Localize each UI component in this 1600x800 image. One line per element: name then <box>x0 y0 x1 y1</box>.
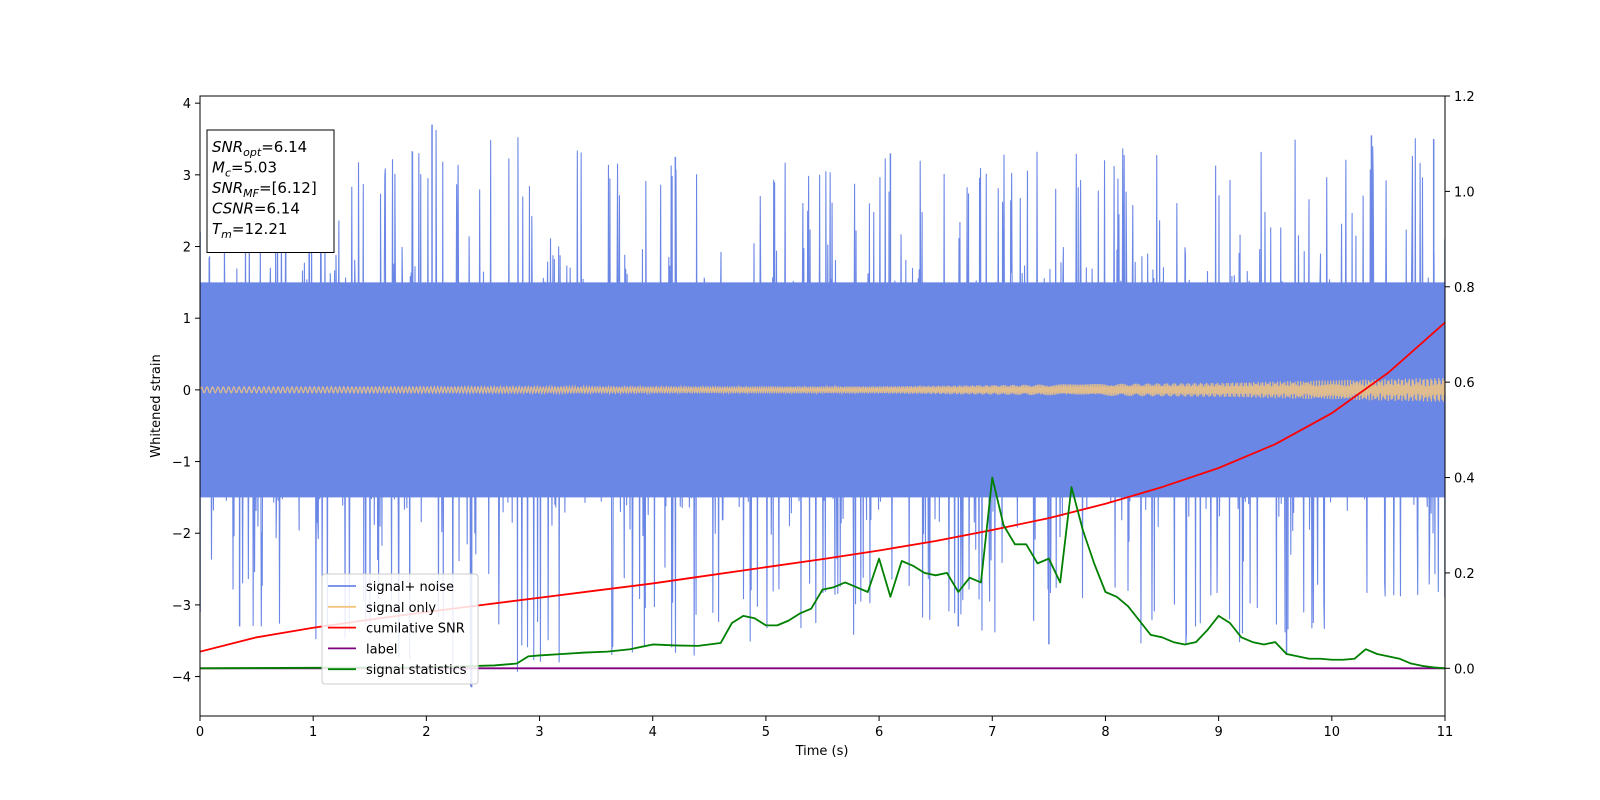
x-axis-label: Time (s) <box>795 744 849 759</box>
info-line: Mc=5.03 <box>212 159 277 180</box>
legend-label: cumilative SNR <box>366 622 465 637</box>
y-right-tick-label: 0.4 <box>1454 472 1475 487</box>
y-right-tick-label: 1.2 <box>1454 90 1475 105</box>
legend: signal+ noise signal only cumilative SNR la… <box>321 573 479 685</box>
legend-label: signal+ noise <box>366 580 454 595</box>
y-left-tick-label: 2 <box>183 241 191 256</box>
x-tick-label: 3 <box>535 725 543 740</box>
x-tick-label: 7 <box>988 725 996 740</box>
x-tick-label: 6 <box>875 725 883 740</box>
series-signal-noise-line <box>200 129 1445 687</box>
y-left-tick-label: −2 <box>172 527 191 542</box>
x-tick-label: 4 <box>649 725 657 740</box>
axes: 0 1 2 3 4 5 6 7 8 9 10 1143210−1−2−3−41.21.00.80.60… <box>172 90 1475 740</box>
y-right-tick-label: 0.0 <box>1454 662 1475 677</box>
y-left-tick-label: −1 <box>172 456 191 471</box>
plot-frame <box>199 95 1446 717</box>
y-right-tick-label: 0.8 <box>1454 281 1475 296</box>
plot-area <box>200 124 1445 688</box>
y-left-tick-label: 3 <box>183 169 191 184</box>
legend-frame <box>321 573 479 685</box>
legend-label: label <box>366 642 397 657</box>
info-line: SNRopt=6.14 <box>212 138 307 159</box>
y-right-tick-label: 1.0 <box>1454 185 1475 200</box>
x-tick-label: 5 <box>762 725 770 740</box>
y-right-tick-label: 0.6 <box>1454 376 1475 391</box>
series-signal-only-line <box>200 377 1445 402</box>
info-line: CSNR=6.14 <box>212 200 300 218</box>
y-right-tick-label: 0.2 <box>1454 567 1475 582</box>
series-signal-statistics-line <box>200 476 1445 670</box>
y-axis-label: Whitened strain <box>149 354 164 457</box>
legend-label: signal statistics <box>366 663 467 678</box>
legend-label: signal only <box>366 601 436 616</box>
y-left-tick-label: 4 <box>183 97 191 112</box>
info-line: SNRMF=[6.12] <box>212 179 317 200</box>
info-box-frame <box>206 129 335 253</box>
x-tick-label: 2 <box>422 725 430 740</box>
x-tick-label: 0 <box>196 725 204 740</box>
info-line: Tm=12.21 <box>212 220 287 241</box>
x-tick-label: 1 <box>309 725 317 740</box>
y-left-tick-label: 0 <box>183 384 191 399</box>
x-tick-label: 9 <box>1214 725 1222 740</box>
y-left-tick-label: 1 <box>183 312 191 327</box>
y-left-tick-label: −3 <box>172 599 191 614</box>
x-tick-label: 10 <box>1324 725 1341 740</box>
x-tick-label: 11 <box>1437 725 1454 740</box>
y-left-tick-label: −4 <box>172 671 191 686</box>
x-tick-label: 8 <box>1101 725 1109 740</box>
